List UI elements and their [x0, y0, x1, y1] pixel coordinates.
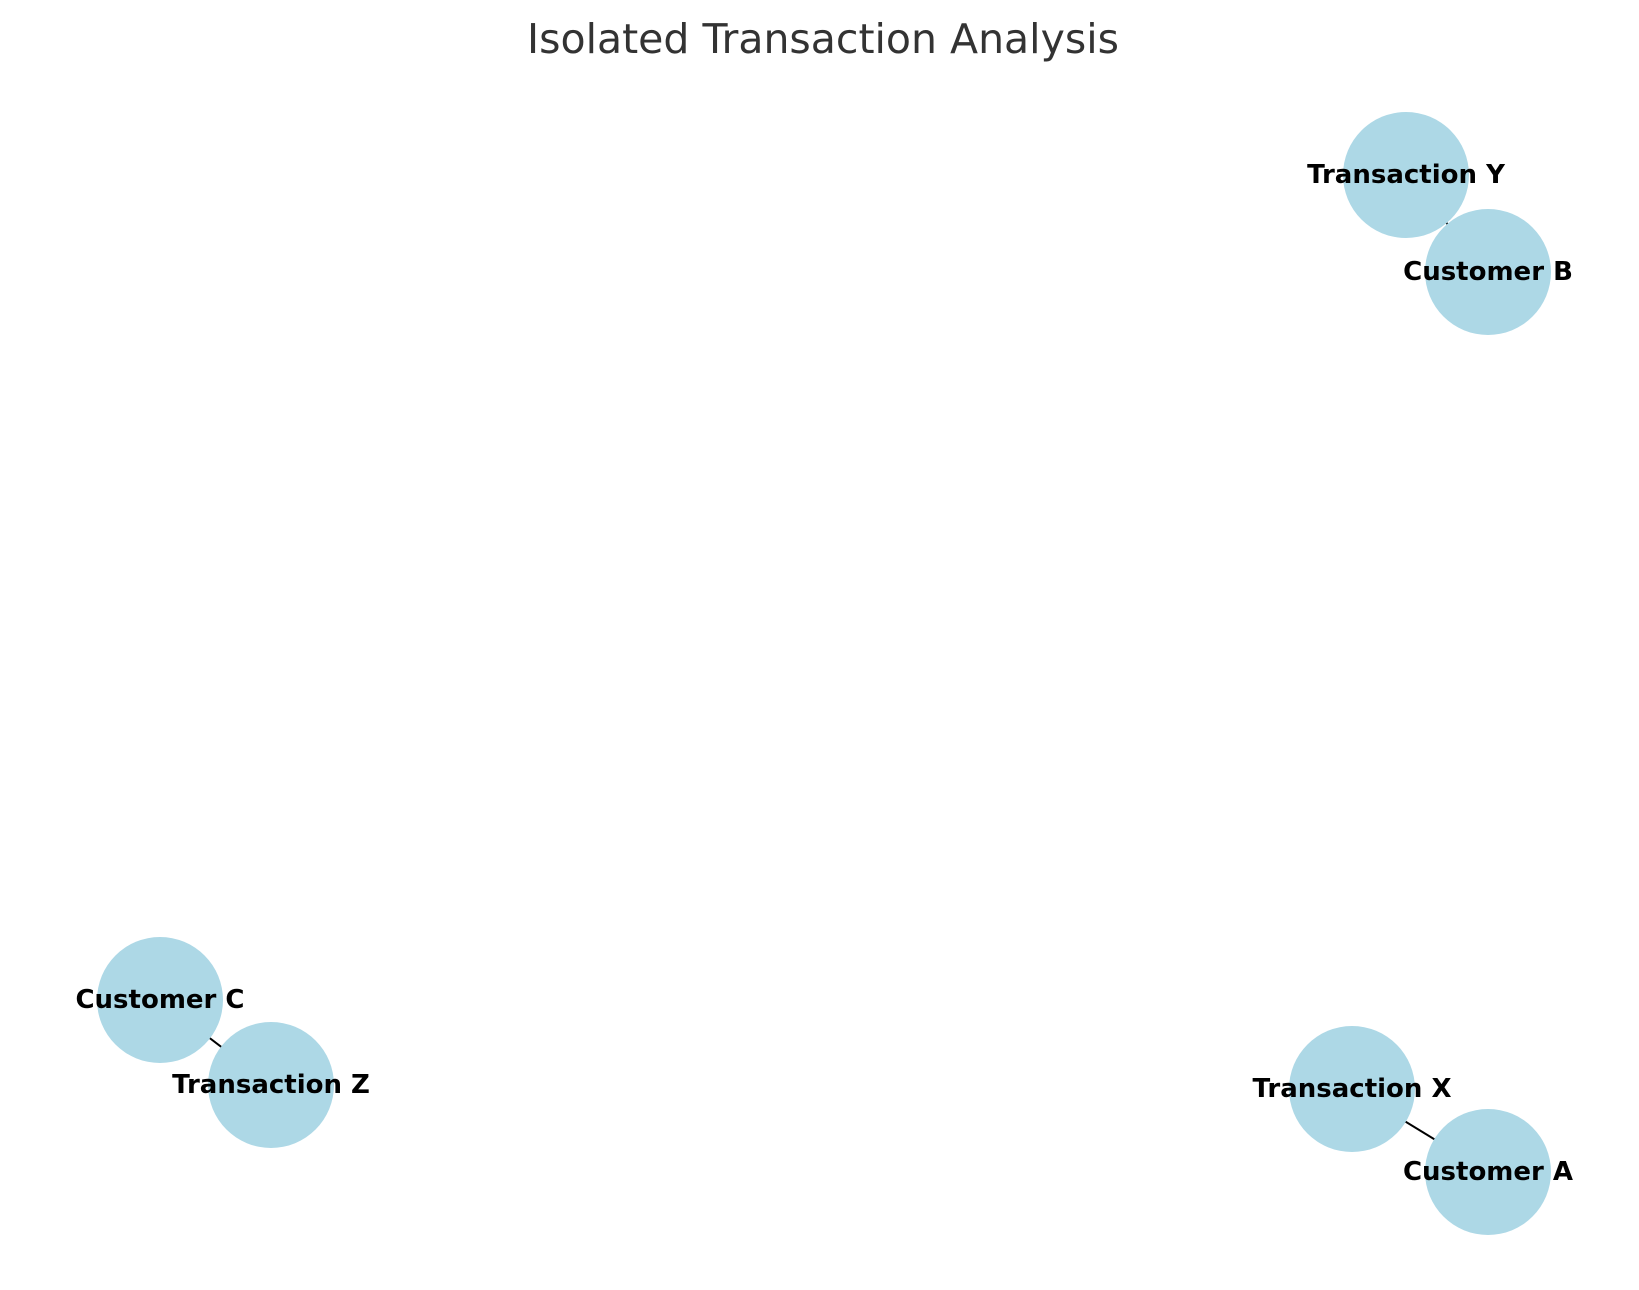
node-label-tx_z: Transaction Z [172, 1070, 370, 1100]
node-cust_a [1425, 1109, 1551, 1235]
node-label-tx_x: Transaction X [1253, 1074, 1452, 1104]
nodes-layer: Transaction Y Customer B Customer C Transac… [75, 112, 1573, 1235]
node-circle-tx_y [1343, 112, 1469, 238]
node-cust_c [97, 937, 223, 1063]
diagram-title: Isolated Transaction Analysis [527, 15, 1119, 63]
node-circle-tx_x [1289, 1026, 1415, 1152]
node-cust_b [1425, 209, 1551, 335]
node-tx_x [1289, 1026, 1415, 1152]
node-label-cust_c: Customer C [75, 985, 244, 1015]
node-circle-cust_b [1425, 209, 1551, 335]
node-circle-cust_a [1425, 1109, 1551, 1235]
node-circle-cust_c [97, 937, 223, 1063]
node-circle-tx_z [208, 1022, 334, 1148]
node-label-cust_a: Customer A [1403, 1157, 1573, 1187]
node-tx_y [1343, 112, 1469, 238]
node-tx_z [208, 1022, 334, 1148]
node-label-tx_y: Transaction Y [1307, 160, 1506, 190]
node-label-cust_b: Customer B [1403, 257, 1573, 287]
